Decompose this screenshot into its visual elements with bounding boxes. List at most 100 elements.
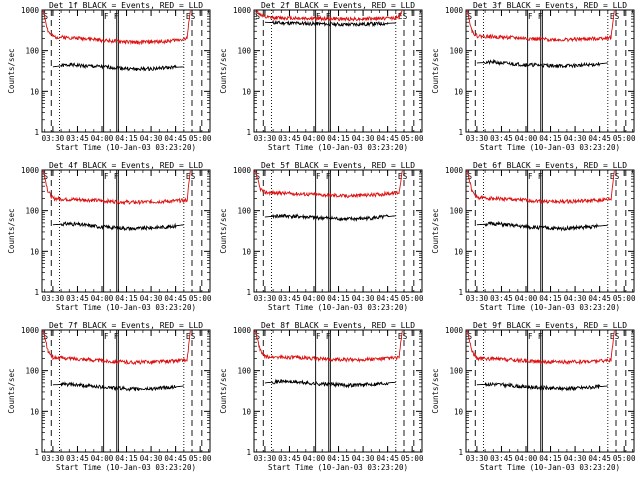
x-tick-label: 04:15 bbox=[115, 454, 138, 463]
event-marker-label: S bbox=[467, 332, 472, 341]
event-marker-label: E bbox=[186, 12, 191, 21]
detector-panel: Det 7f BLACK = Events, RED = LLD 1 10 100 10… bbox=[7, 321, 212, 472]
y-tick-label: 1000 bbox=[445, 6, 464, 15]
x-tick-label: 04:15 bbox=[327, 134, 350, 143]
event-marker-label: E bbox=[186, 172, 191, 181]
x-tick-label: 05:00 bbox=[189, 294, 212, 303]
event-marker-label: F bbox=[538, 172, 543, 181]
y-tick-label: 10 bbox=[30, 87, 40, 96]
panel-title: Det 4f BLACK = Events, RED = LLD bbox=[49, 161, 203, 170]
events-series-line bbox=[52, 221, 184, 232]
x-tick-label: 03:45 bbox=[490, 454, 513, 463]
y-tick-label: 1000 bbox=[233, 166, 252, 175]
event-marker-label: S bbox=[615, 332, 620, 341]
x-tick-label: 04:45 bbox=[376, 294, 399, 303]
x-tick-label: 03:30 bbox=[42, 454, 65, 463]
y-tick-label: 10 bbox=[242, 407, 252, 416]
panel-title: Det 5f BLACK = Events, RED = LLD bbox=[261, 161, 415, 170]
x-tick-label: 04:45 bbox=[376, 454, 399, 463]
x-tick-label: 04:30 bbox=[352, 134, 375, 143]
y-tick-label: 100 bbox=[25, 367, 39, 376]
plot-frame bbox=[465, 329, 635, 453]
lld-series-line bbox=[254, 329, 403, 363]
lld-series-line bbox=[42, 9, 191, 46]
y-tick-label: 10 bbox=[454, 407, 464, 416]
x-tick-label: 03:45 bbox=[278, 454, 301, 463]
y-tick-label: 100 bbox=[449, 47, 463, 56]
y-tick-label: 1000 bbox=[21, 6, 40, 15]
y-tick-label: 1000 bbox=[445, 326, 464, 335]
event-marker-label: S bbox=[403, 172, 408, 181]
x-tick-label: 04:45 bbox=[376, 134, 399, 143]
x-tick-label: 04:30 bbox=[352, 294, 375, 303]
y-tick-label: 1000 bbox=[21, 166, 40, 175]
event-marker-label: S bbox=[255, 172, 260, 181]
plot-frame bbox=[465, 169, 635, 293]
x-axis-label: Start Time (10-Jan-03 03:23:20) bbox=[480, 143, 620, 152]
x-tick-label: 04:45 bbox=[588, 454, 611, 463]
x-tick-label: 04:00 bbox=[303, 454, 326, 463]
x-tick-label: 04:00 bbox=[515, 294, 538, 303]
x-tick-label: 05:00 bbox=[401, 454, 424, 463]
x-tick-label: 03:30 bbox=[254, 294, 277, 303]
y-axis-label: Counts/sec bbox=[7, 48, 16, 93]
y-axis-label: Counts/sec bbox=[7, 208, 16, 253]
x-tick-label: 04:30 bbox=[564, 454, 587, 463]
event-marker-label: S bbox=[191, 12, 196, 21]
y-tick-label: 1000 bbox=[233, 326, 252, 335]
y-axis-label: Counts/sec bbox=[431, 48, 440, 93]
y-axis-label: Counts/sec bbox=[431, 208, 440, 253]
event-marker-label: F bbox=[114, 12, 119, 21]
event-marker-label: S bbox=[191, 172, 196, 181]
x-tick-label: 03:45 bbox=[66, 454, 89, 463]
x-tick-label: 04:30 bbox=[564, 134, 587, 143]
event-marker-label: F bbox=[104, 172, 109, 181]
x-tick-label: 05:00 bbox=[613, 294, 636, 303]
x-tick-label: 03:30 bbox=[42, 294, 65, 303]
x-axis-label: Start Time (10-Jan-03 03:23:20) bbox=[56, 143, 196, 152]
y-axis-label: Counts/sec bbox=[7, 368, 16, 413]
plot-frame bbox=[41, 9, 211, 133]
y-tick-label: 1000 bbox=[21, 326, 40, 335]
event-marker-label: F bbox=[114, 332, 119, 341]
x-tick-label: 04:00 bbox=[91, 134, 114, 143]
x-tick-label: 04:00 bbox=[303, 294, 326, 303]
x-tick-label: 03:30 bbox=[466, 294, 489, 303]
x-tick-label: 04:15 bbox=[327, 294, 350, 303]
x-tick-label: 05:00 bbox=[401, 294, 424, 303]
x-axis-label: Start Time (10-Jan-03 03:23:20) bbox=[480, 463, 620, 472]
x-axis-label: Start Time (10-Jan-03 03:23:20) bbox=[268, 143, 408, 152]
lld-series-line bbox=[466, 329, 615, 366]
y-tick-label: 100 bbox=[25, 207, 39, 216]
x-tick-label: 04:15 bbox=[115, 134, 138, 143]
detector-panel: Det 6f BLACK = Events, RED = LLD 1 10 100 10… bbox=[431, 161, 636, 312]
x-tick-label: 05:00 bbox=[189, 454, 212, 463]
y-tick-label: 10 bbox=[454, 87, 464, 96]
lld-series-line bbox=[42, 169, 191, 206]
detector-panel: Det 5f BLACK = Events, RED = LLD 1 10 100 10… bbox=[219, 161, 424, 312]
event-marker-label: S bbox=[467, 12, 472, 21]
y-tick-label: 10 bbox=[242, 247, 252, 256]
x-tick-label: 04:15 bbox=[539, 454, 562, 463]
panel-title: Det 9f BLACK = Events, RED = LLD bbox=[473, 321, 627, 330]
event-marker-label: F bbox=[326, 172, 331, 181]
x-tick-label: 05:00 bbox=[613, 134, 636, 143]
x-tick-label: 04:45 bbox=[164, 294, 187, 303]
y-tick-label: 1 bbox=[246, 128, 251, 137]
events-series-line bbox=[264, 19, 396, 28]
detector-panel: Det 3f BLACK = Events, RED = LLD 1 10 100 10… bbox=[431, 1, 636, 152]
y-tick-label: 1 bbox=[458, 448, 463, 457]
detector-panel: Det 8f BLACK = Events, RED = LLD 1 10 100 10… bbox=[219, 321, 424, 472]
x-tick-label: 04:45 bbox=[164, 454, 187, 463]
plot-frame bbox=[41, 329, 211, 453]
y-tick-label: 1 bbox=[34, 128, 39, 137]
event-marker-label: E bbox=[610, 12, 615, 21]
y-tick-label: 1 bbox=[246, 448, 251, 457]
x-axis-label: Start Time (10-Jan-03 03:23:20) bbox=[268, 303, 408, 312]
event-marker-label: E bbox=[398, 332, 403, 341]
y-tick-label: 100 bbox=[449, 367, 463, 376]
x-axis-label: Start Time (10-Jan-03 03:23:20) bbox=[56, 303, 196, 312]
event-marker-label: S bbox=[615, 12, 620, 21]
plot-frame bbox=[253, 9, 423, 133]
event-marker-label: F bbox=[528, 172, 533, 181]
